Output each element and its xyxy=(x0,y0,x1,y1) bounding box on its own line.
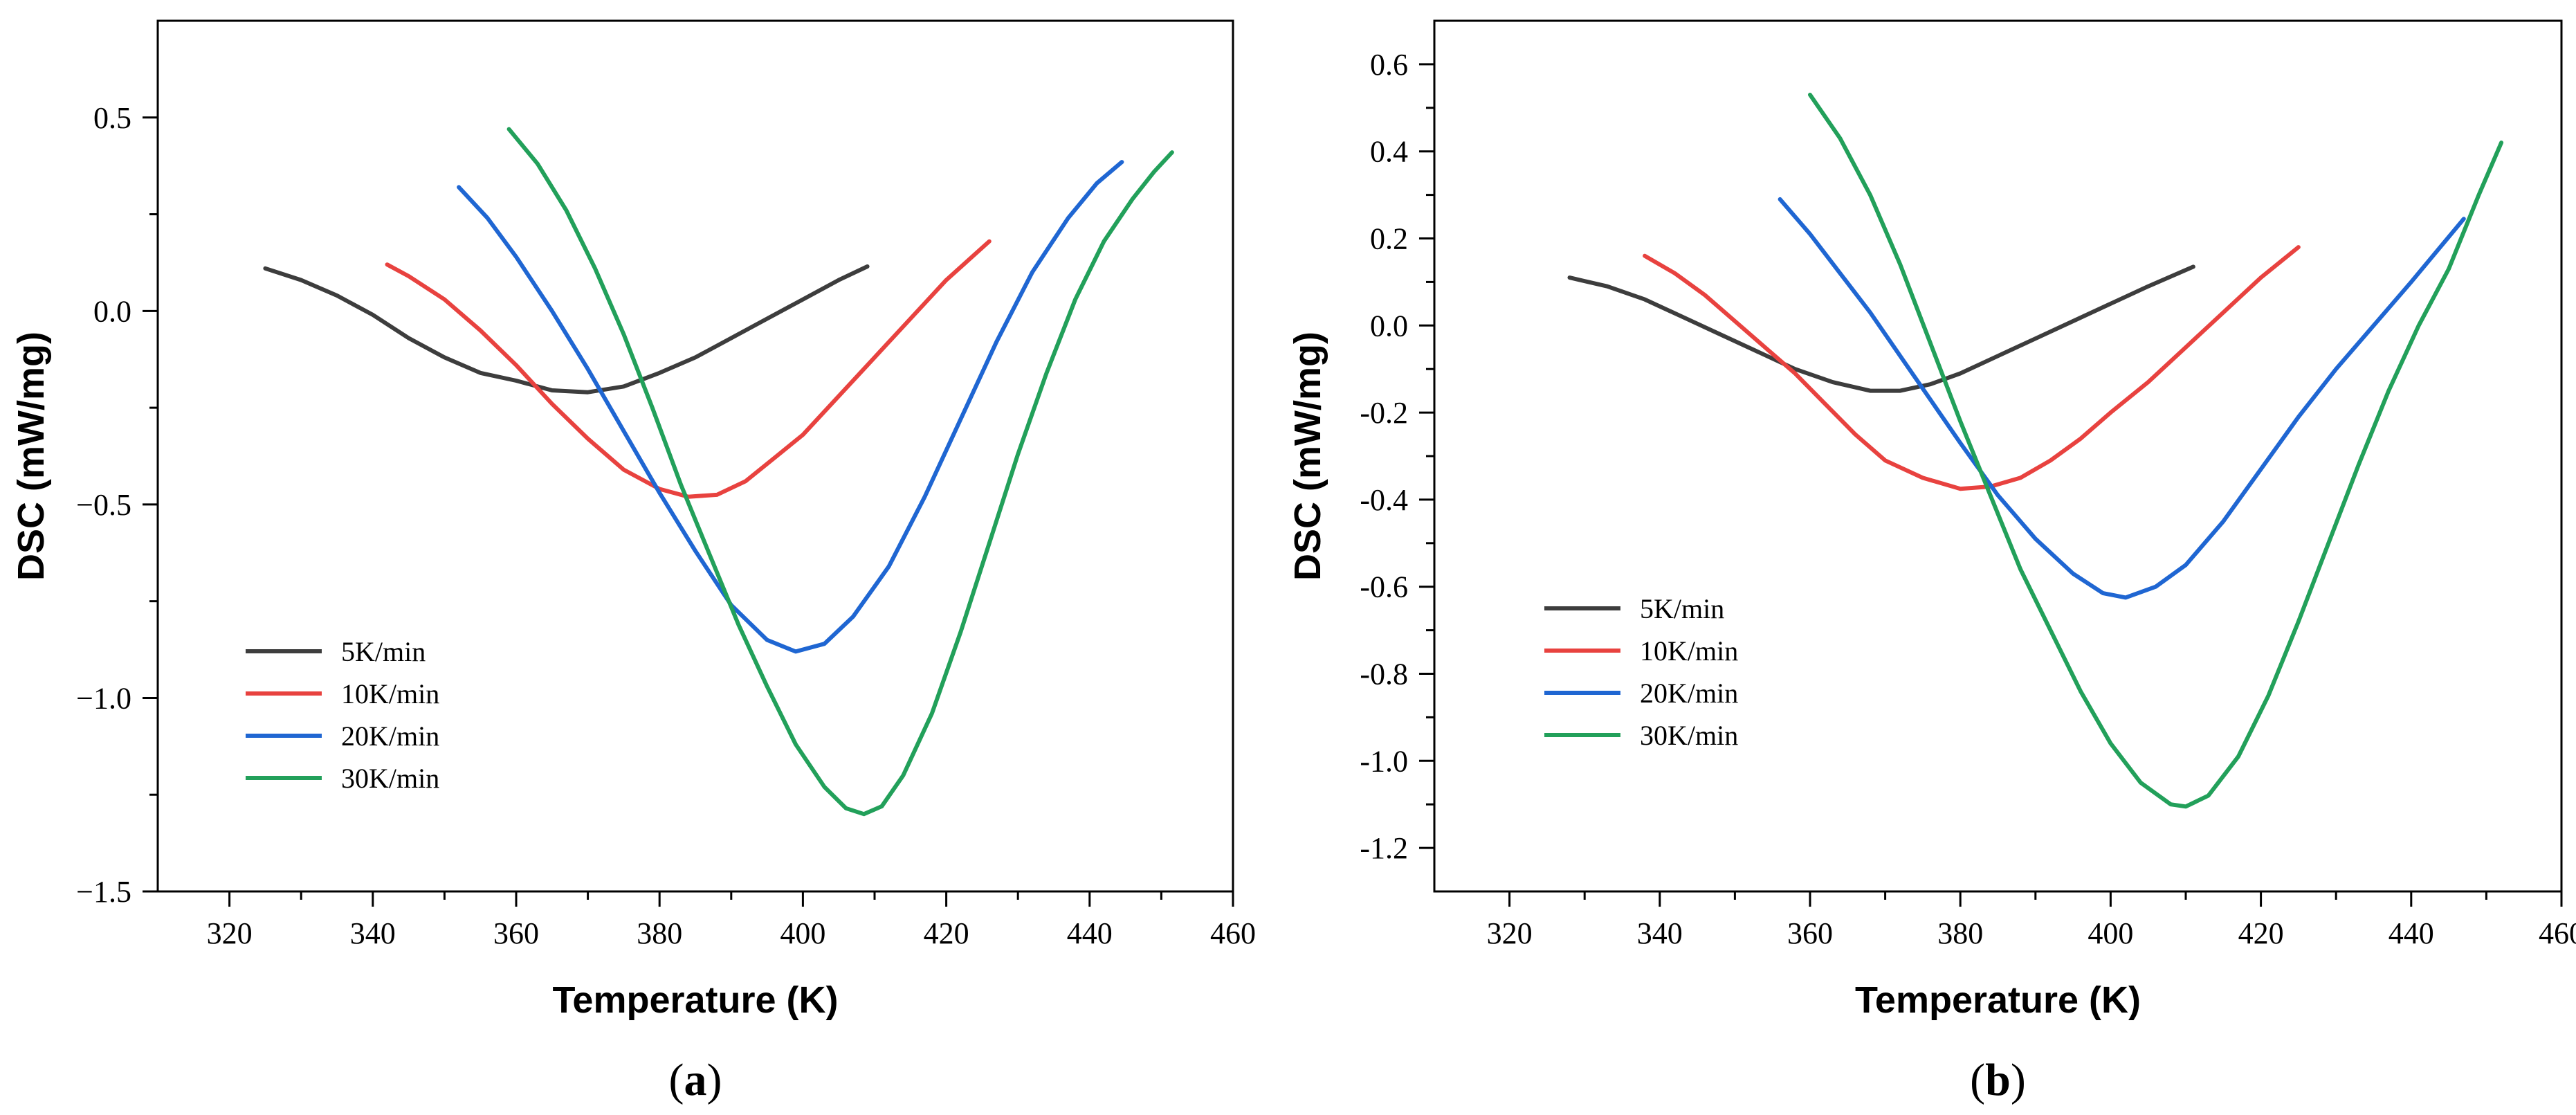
panel-b-plot-frame xyxy=(1433,19,2563,893)
panel-b-chart: 320 340 360 380 400 420 440 460 0.6 0.4 0.2 0.0 -0.2… xyxy=(1287,19,2576,1105)
panel-a-legend-label: 20K/min xyxy=(341,720,439,752)
panel-a-x-tick-label: 380 xyxy=(637,916,682,950)
panel-b-y-tick-label: -0.8 xyxy=(1360,658,1408,691)
panel-a-x-axis-title: Temperature (K) xyxy=(552,979,838,1021)
panel-a-x-tick-label: 440 xyxy=(1067,916,1113,950)
panel-b-y-tick-label: 0.6 xyxy=(1370,48,1408,82)
panel-a-x-tick-label: 460 xyxy=(1210,916,1256,950)
panel-b-x-tick-label: 380 xyxy=(1937,916,1983,950)
panel-b-x-axis-title: Temperature (K) xyxy=(1855,979,2141,1021)
panel-a-legend: 5K/min 10K/min 20K/min 30K/min xyxy=(246,636,439,794)
panel-b-legend: 5K/min 10K/min 20K/min 30K/min xyxy=(1544,593,1738,751)
panel-a-series-30kmin xyxy=(506,127,1174,817)
panel-b-x-tick-label: 340 xyxy=(1637,916,1683,950)
panel-a-legend-label: 10K/min xyxy=(341,678,439,709)
panel-a-y-tick-label: −0.5 xyxy=(76,488,131,522)
panel-b-y-tick-label: -0.2 xyxy=(1360,396,1408,430)
panel-a-x-tick-label: 400 xyxy=(780,916,825,950)
panel-a-series-10kmin xyxy=(385,239,992,499)
panel-b-y-axis-title: DSC (mW/mg) xyxy=(1287,332,1328,581)
panel-a-y-tick-label: −1.5 xyxy=(76,875,131,909)
panel-b-series-30kmin xyxy=(1808,92,2504,809)
panel-b-y-tick-label: -0.6 xyxy=(1360,570,1408,604)
panel-a-x-tick-label: 320 xyxy=(207,916,253,950)
panel-a-y-tick-label: 0.5 xyxy=(93,101,131,135)
panel-b-y-tick-label: 0.2 xyxy=(1370,222,1408,256)
panel-b-legend-label: 5K/min xyxy=(1640,593,1724,624)
panel-b-y-tick-label: -1.0 xyxy=(1360,744,1408,778)
panel-b-y-tick-label: 0.4 xyxy=(1370,135,1408,169)
panel-b-legend-label: 30K/min xyxy=(1640,720,1738,751)
panel-b-series-10kmin xyxy=(1643,245,2301,491)
panel-a-legend-label: 5K/min xyxy=(341,636,426,667)
panel-a-x-tick-label: 340 xyxy=(350,916,396,950)
panel-a-y-tick-label: −1.0 xyxy=(76,681,131,715)
panel-a-label: (a) xyxy=(669,1055,722,1105)
panel-b-y-tick-label: 0.0 xyxy=(1370,309,1408,343)
panel-a-chart: 320 340 360 380 400 420 440 460 0.5 0.0 −0.5 −1.0 −1… xyxy=(10,19,1256,1105)
panel-b-series-20kmin xyxy=(1778,197,2466,600)
panel-a-y-axis-title: DSC (mW/mg) xyxy=(10,332,52,581)
panel-b-series-5kmin xyxy=(1567,264,2195,393)
panel-a-plot-frame xyxy=(156,19,1234,893)
panel-b-x-tick-label: 440 xyxy=(2388,916,2434,950)
panel-b-y-tick-label: -1.2 xyxy=(1360,831,1408,865)
panel-a-series-20kmin xyxy=(457,160,1124,654)
panel-a-x-tick-label: 360 xyxy=(493,916,539,950)
panel-b-x-tick-label: 400 xyxy=(2088,916,2133,950)
panel-b-x-tick-label: 320 xyxy=(1487,916,1533,950)
panel-b-label: (b) xyxy=(1970,1055,2026,1105)
panel-a-y-tick-label: 0.0 xyxy=(93,294,131,328)
panel-b-y-tick-label: -0.4 xyxy=(1360,483,1408,517)
panel-a-legend-label: 30K/min xyxy=(341,763,439,794)
panel-a-series-5kmin xyxy=(263,264,870,395)
panel-a-x-tick-label: 420 xyxy=(924,916,969,950)
panel-b-x-tick-label: 420 xyxy=(2238,916,2284,950)
panel-b-x-tick-label: 360 xyxy=(1787,916,1833,950)
panel-b-legend-label: 10K/min xyxy=(1640,635,1738,667)
panel-b-x-tick-label: 460 xyxy=(2539,916,2576,950)
panel-b-legend-label: 20K/min xyxy=(1640,678,1738,709)
